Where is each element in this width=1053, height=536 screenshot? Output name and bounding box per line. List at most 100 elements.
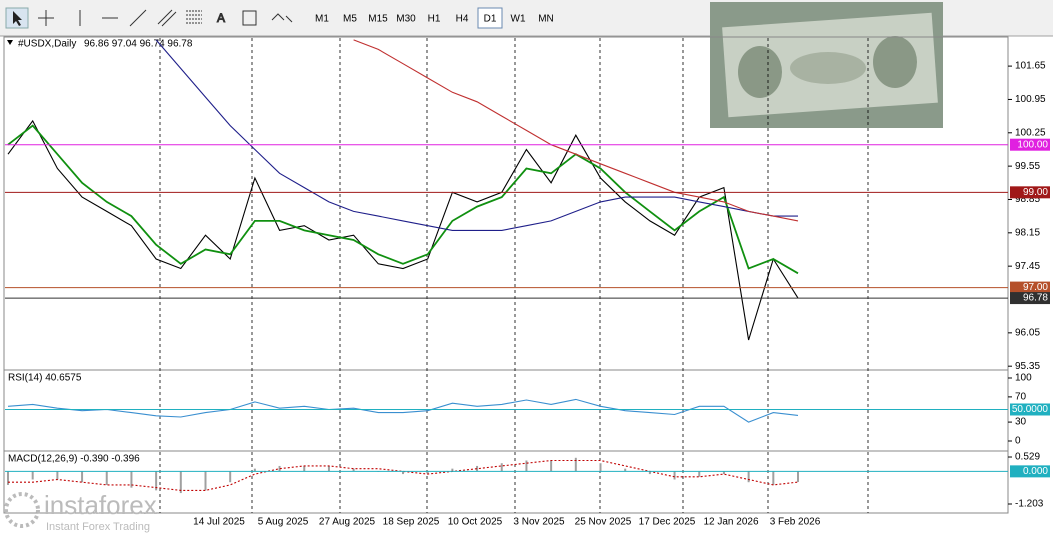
y-tick-label: 101.65 — [1015, 61, 1046, 72]
macd-bar — [747, 471, 750, 483]
macd-bar — [229, 471, 232, 483]
macd-bar — [253, 468, 256, 472]
level-label: 0.000 — [1023, 466, 1048, 477]
x-tick-label: 25 Nov 2025 — [575, 517, 632, 528]
panel-title: MACD(12,26,9) -0.390 -0.396 — [8, 454, 140, 465]
macd-bar — [7, 471, 9, 485]
y-tick-label: 30 — [1015, 417, 1027, 428]
macd-bar — [130, 471, 133, 488]
y-tick-label: 100.95 — [1015, 94, 1046, 105]
series-line — [7, 398, 799, 423]
y-tick-label: 100 — [1015, 373, 1032, 384]
y-tick-label: 98.85 — [1015, 194, 1040, 205]
logo: instaforex Instant Forex Trading — [4, 490, 157, 533]
x-tick-label: 12 Jan 2026 — [703, 517, 758, 528]
level-label: 99.00 — [1023, 187, 1048, 198]
arrows-button[interactable] — [271, 13, 293, 23]
level-label: 100.00 — [1017, 139, 1048, 150]
vertical-grid — [159, 38, 869, 513]
macd-bar — [451, 468, 454, 472]
trendline-button[interactable] — [129, 9, 147, 27]
center-oval — [790, 52, 866, 84]
level-label-box — [1010, 403, 1050, 416]
macd-bar — [303, 465, 306, 472]
text-button[interactable]: A — [216, 11, 225, 26]
fibo-button[interactable] — [186, 10, 202, 24]
panel-title: #USDX,Daily — [18, 39, 76, 50]
logo-tagline: Instant Forex Trading — [46, 521, 150, 533]
macd-bar — [500, 463, 503, 472]
panel-title: RSI(14) 40.6575 — [8, 373, 82, 384]
macd-bar — [327, 465, 330, 472]
level-label-box — [1010, 186, 1050, 199]
macd-bar — [105, 471, 108, 485]
y-tick-label: 97.45 — [1015, 261, 1040, 272]
timeframe-button[interactable]: M15 — [368, 14, 388, 25]
level-label-box — [1010, 281, 1050, 294]
series-line — [7, 124, 799, 275]
logo-brand: instaforex — [44, 490, 157, 520]
logo-icon — [4, 492, 40, 528]
macd-bar — [426, 471, 429, 475]
macd-bar — [155, 471, 158, 491]
macd-bar — [352, 468, 355, 472]
timeframe-button[interactable]: H4 — [456, 14, 469, 25]
macd-bar — [722, 471, 725, 475]
timeframe-button[interactable]: M30 — [396, 14, 416, 25]
y-tick-label: 0 — [1015, 436, 1021, 447]
macd-bar — [772, 471, 775, 485]
macd-bar — [574, 457, 577, 472]
seal-left — [738, 46, 782, 98]
macd-bar — [550, 460, 553, 472]
macd-bar — [81, 471, 84, 483]
level-label: 97.00 — [1023, 282, 1048, 293]
series-line — [8, 459, 799, 491]
macd-bar — [56, 471, 59, 480]
level-label-box — [1010, 465, 1050, 478]
x-tick-label: 18 Sep 2025 — [383, 517, 440, 528]
macd-bar — [599, 463, 602, 472]
macd-bar — [624, 468, 627, 472]
y-tick-label: 99.55 — [1015, 161, 1040, 172]
timeframe-button[interactable]: MN — [538, 14, 554, 25]
timeframe-bar: M1 M5 M15 M30 H1 H4 D1 W1 MN — [315, 7, 554, 29]
cursor-icon — [13, 11, 22, 26]
level-label: 50.0000 — [1012, 404, 1049, 415]
x-tick-label: 5 Aug 2025 — [258, 517, 309, 528]
timeframe-button[interactable]: M1 — [315, 14, 329, 25]
timeframe-button[interactable]: W1 — [511, 14, 526, 25]
timeframe-button[interactable]: H1 — [428, 14, 441, 25]
macd-bar — [179, 471, 182, 494]
macd-bar — [648, 471, 651, 475]
timeframe-button[interactable]: M5 — [343, 14, 357, 25]
level-label-box — [1010, 138, 1050, 151]
channel-button[interactable] — [157, 9, 177, 27]
level-label-box — [1010, 292, 1050, 305]
level-label: 96.78 — [1023, 293, 1048, 304]
y-tick-label: 95.35 — [1015, 361, 1040, 372]
y-tick-label: 0.529 — [1015, 452, 1040, 463]
ohlc-values: 96.86 97.04 96.74 96.78 — [84, 39, 193, 50]
y-tick-label: 98.15 — [1015, 227, 1040, 238]
macd-bar — [525, 460, 528, 472]
active-timeframe — [477, 7, 503, 29]
crosshair-button[interactable] — [38, 10, 54, 26]
macd-bar — [204, 471, 207, 491]
y-tick-label: 96.05 — [1015, 327, 1040, 338]
macd-bar — [698, 471, 701, 477]
x-tick-label: 10 Oct 2025 — [448, 517, 503, 528]
dollar-image — [710, 2, 943, 128]
macd-bar — [797, 471, 799, 482]
macd-bar — [278, 465, 281, 472]
x-tick-label: 3 Feb 2026 — [770, 517, 821, 528]
macd-bar — [673, 471, 676, 480]
macd-bar — [476, 465, 479, 472]
y-tick-label: 70 — [1015, 392, 1027, 403]
x-tick-label: 27 Aug 2025 — [319, 517, 376, 528]
timeframe-button[interactable]: D1 — [484, 14, 497, 25]
label-button[interactable] — [242, 10, 257, 26]
x-tick-label: 17 Dec 2025 — [639, 517, 696, 528]
symbol-menu-icon[interactable] — [7, 40, 13, 45]
